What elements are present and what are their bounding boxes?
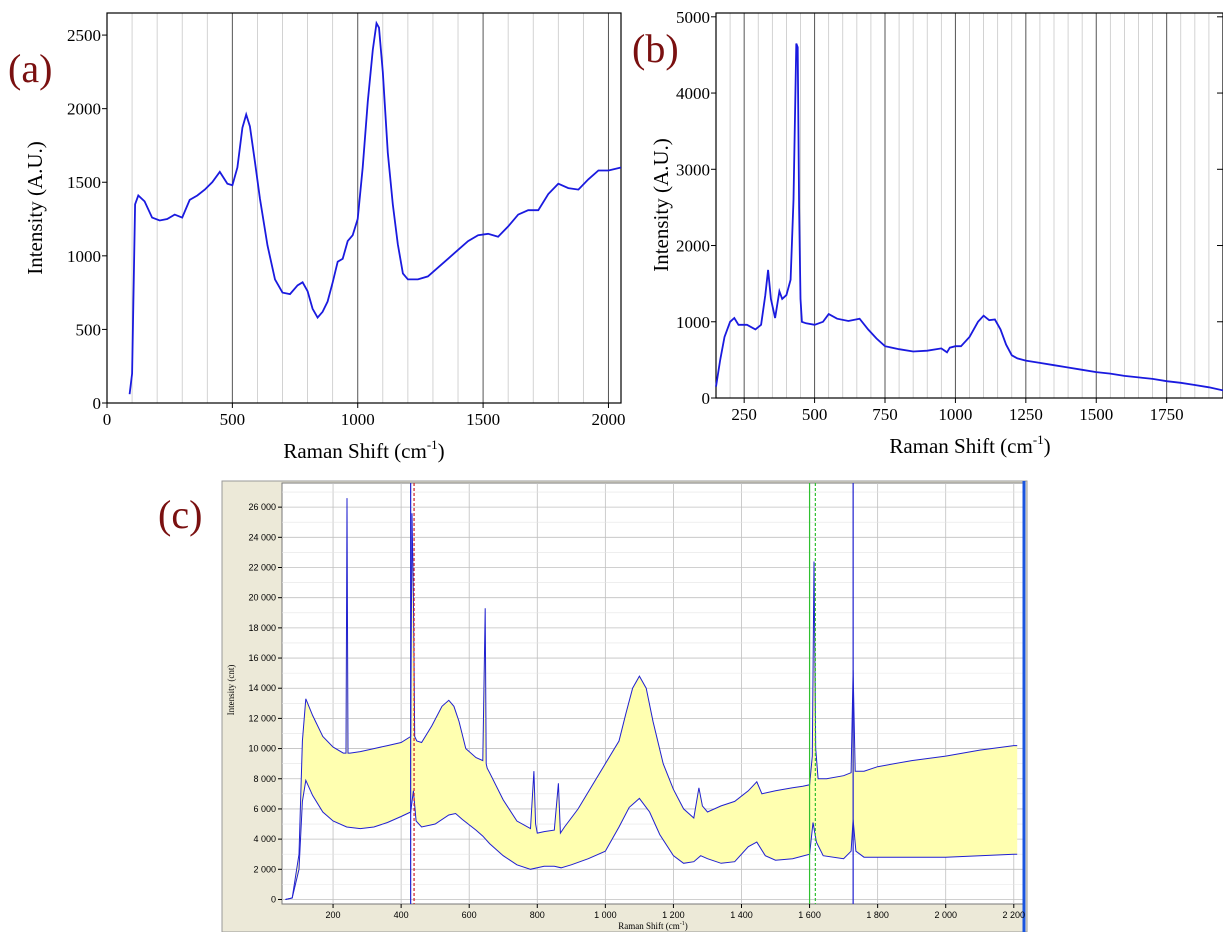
y-tick-label-c: 14 000 (248, 683, 276, 693)
y-tick-label-b: 3000 (676, 160, 710, 179)
y-ticks-b: 0 1000 2000 3000 4000 5000 (676, 8, 716, 408)
y-tick-label-c: 16 000 (248, 653, 276, 663)
panel-b: (b) 250 500 750 1000 1250 1500 1750 0 1000 2000 3… (632, 8, 1223, 458)
y-tick-label-a: 1500 (67, 173, 101, 192)
x-tick-label-b: 1500 (1079, 405, 1113, 424)
x-tick-label-c: 1 200 (662, 910, 685, 920)
x-tick-label-c: 2 200 (1003, 910, 1026, 920)
panel-label-b: (b) (632, 26, 679, 71)
y-tick-label-c: 6 000 (253, 804, 276, 814)
y-tick-label-c: 0 (271, 894, 276, 904)
series-line-b (715, 43, 1223, 392)
x-tick-label-a: 1500 (466, 410, 500, 429)
x-tick-label-b: 1250 (1009, 405, 1043, 424)
y-tick-label-c: 22 000 (248, 563, 276, 573)
y-ticks-a: 0 500 1000 1500 2000 2500 (67, 26, 107, 413)
x-ticks-b: 250 500 750 1000 1250 1500 1750 (731, 398, 1184, 424)
y-tick-label-c: 12 000 (248, 713, 276, 723)
x-axis-title-a: Raman Shift (cm-1) (283, 437, 444, 463)
x-tick-label-c: 600 (462, 910, 477, 920)
y-tick-label-c: 2 000 (253, 864, 276, 874)
x-tick-label-c: 1 400 (730, 910, 753, 920)
x-tick-label-b: 250 (731, 405, 757, 424)
x-axis-title-c: Raman Shift (cm-1) (618, 921, 688, 931)
y-axis-title-b: Intensity (A.U.) (649, 138, 673, 272)
x-tick-label-b: 1000 (938, 405, 972, 424)
y-axis-title-a: Intensity (A.U.) (23, 141, 47, 275)
x-tick-label-a: 0 (103, 410, 112, 429)
x-axis-title-b: Raman Shift (cm-1) (889, 432, 1050, 458)
x-tick-label-a: 2000 (591, 410, 625, 429)
panel-c: (c) 200 400 600 800 1 000 1 200 1 400 1 600 1 80… (158, 480, 1028, 932)
y-tick-label-a: 2000 (67, 100, 101, 119)
y-tick-label-c: 8 000 (253, 774, 276, 784)
y-axis-title-c: Intensity (cnt) (226, 665, 236, 716)
y-tick-label-c: 10 000 (248, 744, 276, 754)
y-tick-label-a: 1000 (67, 247, 101, 266)
x-tick-label-b: 500 (802, 405, 828, 424)
y-tick-label-c: 4 000 (253, 834, 276, 844)
x-tick-label-c: 1 600 (798, 910, 821, 920)
y-tick-label-c: 20 000 (248, 593, 276, 603)
markers-c (410, 483, 854, 904)
x-tick-label-c: 200 (326, 910, 341, 920)
y-tick-label-b: 5000 (676, 8, 710, 27)
y-tick-label-c: 26 000 (248, 502, 276, 512)
x-ticks-a: 0 500 1000 1500 2000 (103, 403, 625, 429)
series-line-upper-c (285, 498, 1018, 900)
x-tick-label-a: 1000 (341, 410, 375, 429)
x-tick-label-c: 800 (530, 910, 545, 920)
series-line-a (128, 20, 622, 395)
grid-b (729, 13, 1210, 398)
plot-frame-b (715, 12, 1223, 399)
x-tick-label-b: 750 (872, 405, 898, 424)
x-tick-label-a: 500 (220, 410, 246, 429)
y-tick-label-b: 2000 (676, 237, 710, 256)
x-tick-label-c: 1 000 (594, 910, 617, 920)
y-tick-label-c: 18 000 (248, 623, 276, 633)
panel-a: (a) 0 500 1000 1500 2000 0 500 1000 1500 2000 250… (8, 12, 625, 463)
panel-label-a: (a) (8, 46, 52, 91)
y-tick-label-a: 500 (76, 320, 102, 339)
x-tick-label-b: 1750 (1150, 405, 1184, 424)
right-ticks-b (1217, 16, 1223, 399)
x-ticks-c: 200 400 600 800 1 000 1 200 1 400 1 600 1 800 2 0… (326, 904, 1026, 920)
x-tick-label-c: 2 000 (934, 910, 957, 920)
y-tick-label-b: 4000 (676, 84, 710, 103)
x-tick-label-c: 400 (394, 910, 409, 920)
y-tick-label-c: 24 000 (248, 532, 276, 542)
y-tick-label-a: 2500 (67, 26, 101, 45)
y-ticks-c: 0 2 000 4 000 6 000 8 000 10 000 12 000 14 000 1… (248, 502, 282, 904)
panel-label-c: (c) (158, 492, 202, 537)
plot-frame-a (106, 12, 622, 404)
series-fill-c (285, 498, 1018, 900)
x-tick-label-c: 1 800 (866, 910, 889, 920)
series-line-lower-c (285, 778, 1018, 900)
y-tick-label-b: 1000 (676, 313, 710, 332)
y-tick-label-b: 0 (702, 389, 711, 408)
y-tick-label-a: 0 (93, 394, 102, 413)
